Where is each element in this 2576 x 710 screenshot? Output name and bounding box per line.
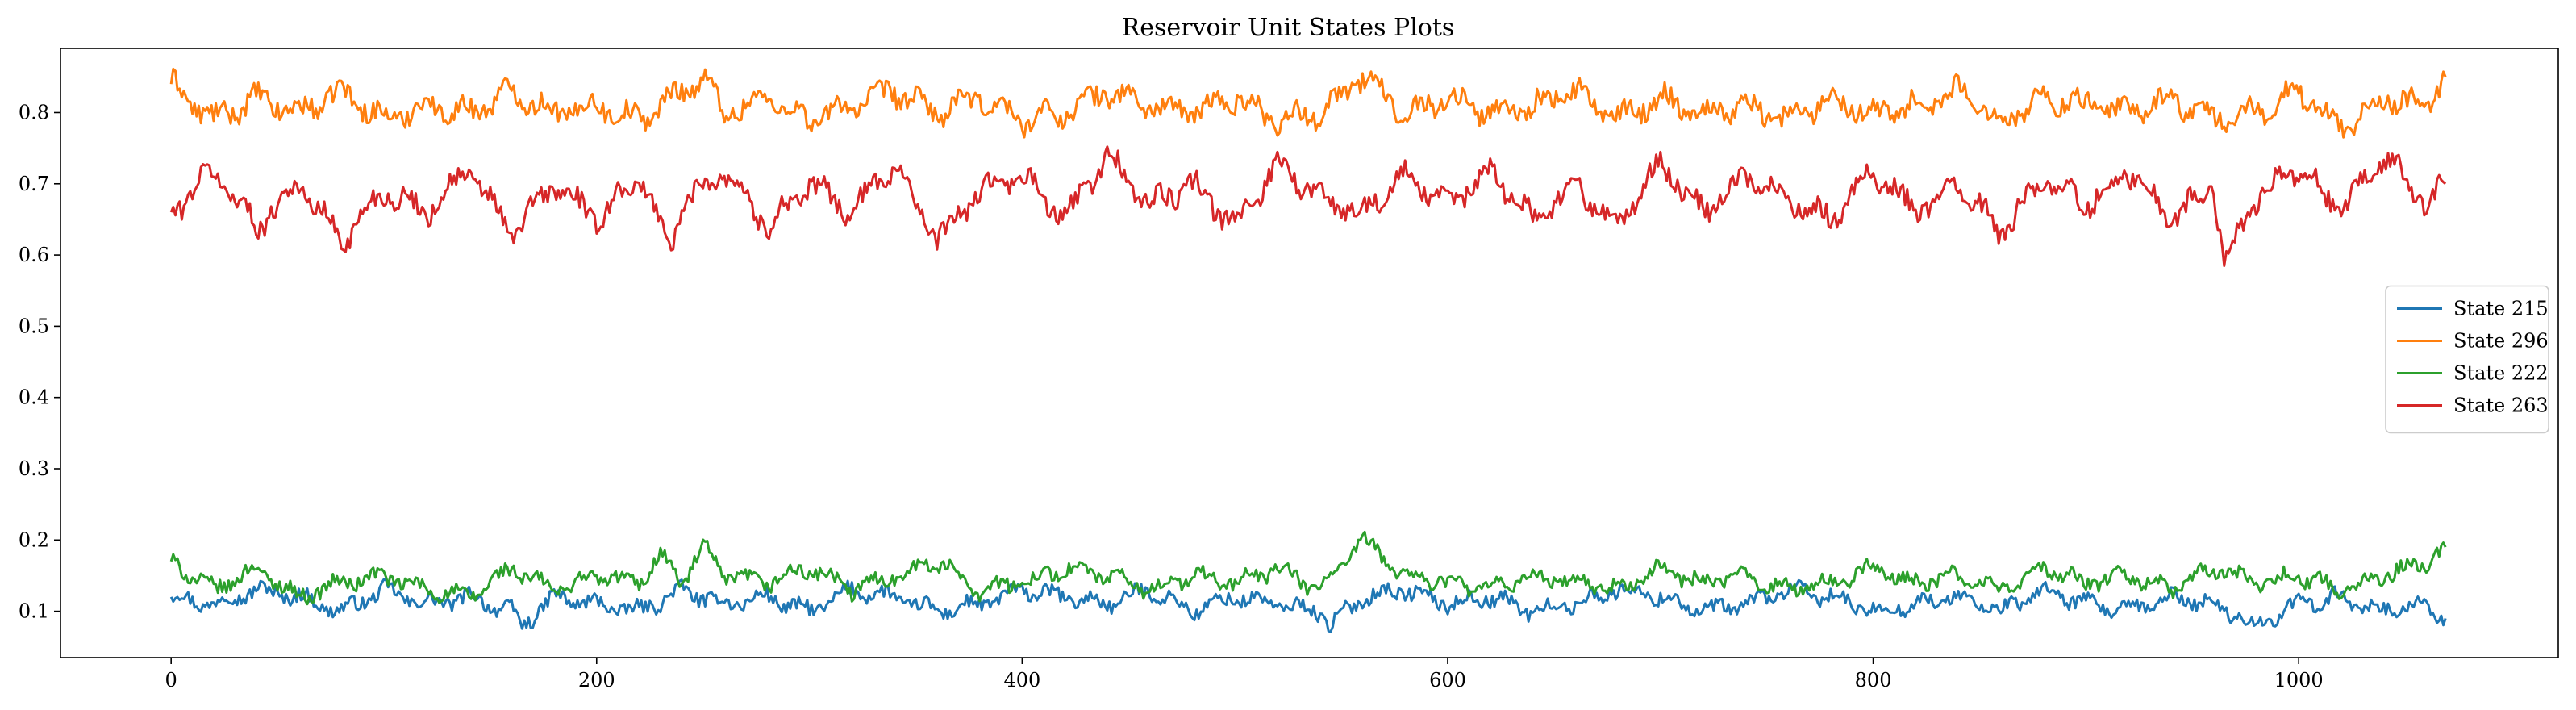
series-line — [169, 145, 2447, 267]
plot-frame — [60, 48, 2559, 658]
y-tick-label: 0.7 — [19, 173, 49, 195]
legend-label: State 296 — [2453, 330, 2549, 353]
series-line — [169, 530, 2447, 606]
y-tick-label: 0.8 — [19, 101, 49, 123]
y-tick-label: 0.5 — [19, 315, 49, 337]
y-axis: 0.1 0.2 0.3 0.4 0.5 0.6 0.7 0.8 — [19, 101, 60, 623]
legend-label: State 222 — [2453, 362, 2549, 385]
legend-label: State 263 — [2453, 395, 2549, 417]
x-tick-label: 1000 — [2274, 669, 2324, 691]
series-line — [169, 67, 2447, 139]
y-tick-label: 0.4 — [19, 386, 49, 409]
x-tick-label: 600 — [1429, 669, 1466, 691]
series-layer — [169, 67, 2447, 633]
x-tick-label: 0 — [165, 669, 177, 691]
x-tick-label: 800 — [1855, 669, 1892, 691]
chart-title: Reservoir Unit States Plots — [1122, 14, 1455, 42]
y-tick-label: 0.3 — [19, 457, 49, 480]
x-tick-label: 200 — [578, 669, 615, 691]
legend-box — [2385, 285, 2549, 434]
y-tick-label: 0.6 — [19, 244, 49, 266]
y-tick-label: 0.1 — [19, 600, 49, 623]
series-line — [169, 578, 2447, 633]
legend-label: State 215 — [2453, 298, 2549, 320]
y-tick-label: 0.2 — [19, 528, 49, 551]
legend: State 215 State 296 State 222 State 263 — [2385, 285, 2549, 434]
x-tick-label: 400 — [1003, 669, 1040, 691]
x-axis: 0 200 400 600 800 1000 — [165, 658, 2324, 691]
